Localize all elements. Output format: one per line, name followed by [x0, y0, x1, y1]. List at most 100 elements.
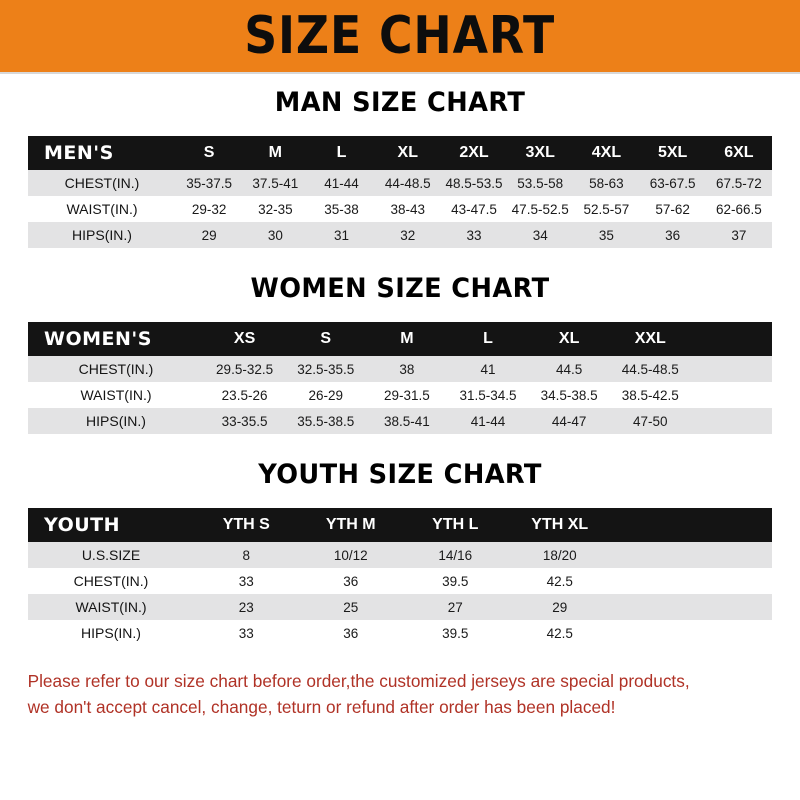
women-size-header-s: S — [320, 330, 332, 347]
men-chest-s: 35-37.5 — [186, 175, 232, 191]
men-waist-s: 29-32 — [191, 201, 227, 217]
youth-hips-xl: 42.5 — [546, 625, 573, 641]
men-size-header-xl: XL — [397, 144, 418, 161]
youth-waist-pad — [612, 594, 772, 620]
table-row: CHEST(IN.) 33 36 39.5 42.5 — [28, 568, 772, 594]
men-chest-4xl: 58-63 — [589, 175, 624, 191]
men-chest-xl: 44-48.5 — [384, 175, 431, 191]
women-row-label-waist: WAIST(IN.) — [80, 387, 152, 403]
women-section-title: WOMEN SIZE CHART — [250, 273, 550, 304]
men-waist-l: 35-38 — [324, 201, 359, 217]
youth-chest-m: 36 — [343, 573, 359, 589]
men-hips-5xl: 36 — [665, 227, 681, 243]
youth-waist-xl: 29 — [552, 599, 568, 615]
women-waist-s: 26-29 — [308, 387, 343, 403]
women-label-header: WOMEN'S — [44, 328, 152, 350]
men-size-header-l: L — [336, 144, 347, 161]
women-waist-xl: 34.5-38.5 — [540, 387, 598, 403]
youth-waist-s: 23 — [238, 599, 254, 615]
youth-header-pad — [612, 508, 772, 542]
men-label-header: MEN'S — [44, 142, 114, 164]
men-waist-2xl: 43-47.5 — [451, 201, 497, 217]
women-hips-xs: 33-35.5 — [221, 413, 268, 429]
women-hips-l: 41-44 — [470, 413, 506, 429]
men-size-header-m: M — [268, 144, 282, 161]
women-hips-xl: 44-47 — [551, 413, 587, 429]
men-size-header-2xl: 2XL — [459, 144, 489, 161]
youth-size-table: YOUTH YTH S YTH M YTH L YTH XL U.S.SIZE … — [28, 508, 772, 646]
women-size-header-xxl: XXL — [634, 330, 666, 347]
table-row: WAIST(IN.) 23 25 27 29 — [28, 594, 772, 620]
youth-us-size-s: 8 — [242, 547, 250, 563]
men-chest-3xl: 53.5-58 — [517, 175, 564, 191]
women-hips-pad — [691, 408, 772, 434]
men-chest-5xl: 63-67.5 — [649, 175, 696, 191]
youth-hips-m: 36 — [343, 625, 359, 641]
men-chest-m: 37.5-41 — [252, 175, 299, 191]
women-waist-pad — [691, 382, 772, 408]
men-hips-4xl: 35 — [598, 227, 614, 243]
youth-row-label-us-size: U.S.SIZE — [81, 547, 141, 563]
men-size-header-s: S — [203, 144, 215, 161]
youth-header-row: YOUTH YTH S YTH M YTH L YTH XL — [28, 508, 772, 542]
youth-hips-l: 39.5 — [442, 625, 469, 641]
women-waist-l: 31.5-34.5 — [459, 387, 517, 403]
women-chest-s: 32.5-35.5 — [297, 361, 355, 377]
women-size-table: WOMEN'S XS S M L XL XXL CHEST(IN.) 29.5-… — [28, 322, 772, 434]
women-hips-m: 38.5-41 — [383, 413, 430, 429]
youth-chest-xl: 42.5 — [546, 573, 573, 589]
table-row: CHEST(IN.) 35-37.5 37.5-41 41-44 44-48.5… — [28, 170, 772, 196]
youth-row-label-waist: WAIST(IN.) — [75, 599, 147, 615]
men-waist-5xl: 57-62 — [655, 201, 690, 217]
women-row-label-chest: CHEST(IN.) — [78, 361, 154, 377]
youth-table-block: YOUTH YTH S YTH M YTH L YTH XL U.S.SIZE … — [0, 508, 800, 646]
men-hips-m: 30 — [267, 227, 283, 243]
women-table-block: WOMEN'S XS S M L XL XXL CHEST(IN.) 29.5-… — [0, 322, 800, 434]
table-row: HIPS(IN.) 29 30 31 32 33 34 35 36 37 — [28, 222, 772, 248]
youth-size-header-s: YTH S — [222, 516, 270, 533]
youth-size-header-l: YTH L — [432, 516, 479, 533]
men-row-label-hips: HIPS(IN.) — [72, 227, 132, 243]
men-table-block: MEN'S S M L XL 2XL 3XL 4XL 5XL 6XL CHEST… — [0, 136, 800, 248]
men-size-header-6xl: 6XL — [724, 144, 754, 161]
footer-line-1: Please refer to our size chart before or… — [27, 671, 690, 691]
men-waist-m: 32-35 — [258, 201, 293, 217]
men-size-header-4xl: 4XL — [591, 144, 622, 161]
men-chest-6xl: 67.5-72 — [715, 175, 762, 191]
table-row: WAIST(IN.) 23.5-26 26-29 29-31.5 31.5-34… — [28, 382, 772, 408]
women-waist-m: 29-31.5 — [383, 387, 430, 403]
men-chest-2xl: 48.5-53.5 — [445, 175, 503, 191]
men-header-row: MEN'S S M L XL 2XL 3XL 4XL 5XL 6XL — [28, 136, 772, 170]
table-row: HIPS(IN.) 33-35.5 35.5-38.5 38.5-41 41-4… — [28, 408, 772, 434]
men-hips-2xl: 33 — [466, 227, 482, 243]
women-size-header-xs: XS — [233, 330, 256, 347]
youth-hips-pad — [612, 620, 772, 646]
youth-label-header: YOUTH — [44, 514, 121, 536]
table-row: CHEST(IN.) 29.5-32.5 32.5-35.5 38 41 44.… — [28, 356, 772, 382]
women-size-header-xl: XL — [558, 330, 580, 347]
women-header-row: WOMEN'S XS S M L XL XXL — [28, 322, 772, 356]
women-waist-xs: 23.5-26 — [221, 387, 268, 403]
men-size-table: MEN'S S M L XL 2XL 3XL 4XL 5XL 6XL CHEST… — [28, 136, 772, 248]
men-hips-6xl: 37 — [731, 227, 747, 243]
youth-section-title: YOUTH SIZE CHART — [258, 459, 542, 490]
men-hips-xl: 32 — [400, 227, 416, 243]
women-size-header-m: M — [400, 330, 414, 347]
youth-waist-l: 27 — [447, 599, 463, 615]
table-row: WAIST(IN.) 29-32 32-35 35-38 38-43 43-47… — [28, 196, 772, 222]
men-hips-l: 31 — [334, 227, 350, 243]
women-size-header-l: L — [483, 330, 493, 347]
table-row: HIPS(IN.) 33 36 39.5 42.5 — [28, 620, 772, 646]
women-chest-l: 41 — [480, 361, 496, 377]
youth-us-size-l: 14/16 — [438, 547, 473, 563]
youth-us-size-xl: 18/20 — [542, 547, 577, 563]
women-chest-xxl: 44.5-48.5 — [621, 361, 679, 377]
youth-hips-s: 33 — [238, 625, 254, 641]
table-row: U.S.SIZE 8 10/12 14/16 18/20 — [28, 542, 772, 568]
men-waist-6xl: 62-66.5 — [715, 201, 762, 217]
women-hips-xxl: 47-50 — [633, 413, 668, 429]
footer-line-2: we don't accept cancel, change, teturn o… — [27, 697, 616, 717]
men-section-title: MAN SIZE CHART — [274, 87, 526, 118]
youth-chest-l: 39.5 — [442, 573, 469, 589]
